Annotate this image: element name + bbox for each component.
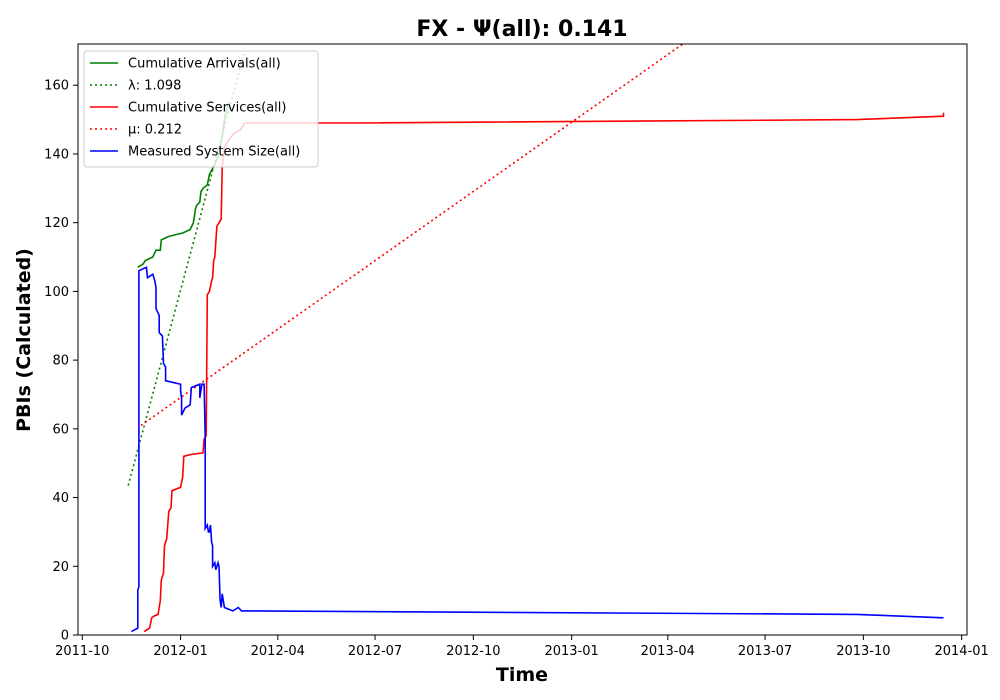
legend-box — [83, 50, 319, 168]
y-tick-label: 160 — [44, 79, 69, 94]
series-line-5 — [131, 266, 944, 633]
x-tick-label: 2011-10 — [55, 644, 109, 659]
y-tick-label: 60 — [52, 422, 69, 437]
plot-frame — [77, 43, 968, 636]
x-tick-label: 2013-10 — [836, 644, 890, 659]
y-tick-label: 40 — [52, 491, 69, 506]
y-axis-label: PBIs (Calculated) — [13, 248, 35, 432]
legend-label: μ: 0.212 — [128, 123, 182, 138]
y-tick-label: 80 — [52, 354, 69, 369]
x-axis-label: Time — [496, 664, 548, 686]
x-tick-label: 2012-01 — [153, 644, 207, 659]
y-axis: 0 20 40 60 80 100 120 140 160 — [44, 79, 78, 644]
legend-label: Cumulative Arrivals(all) — [128, 57, 281, 72]
y-tick-label: 120 — [44, 216, 69, 231]
y-tick-label: 0 — [61, 629, 69, 644]
x-tick-label: 2013-07 — [738, 644, 792, 659]
x-tick-label: 2014-01 — [934, 644, 988, 659]
x-axis: 2011-10 2012-01 2012-04 2012-07 2012-10 2013-… — [55, 635, 989, 659]
legend-label: λ: 1.098 — [128, 79, 181, 94]
legend: Cumulative Arrivals(all) λ: 1.098 Cumulati… — [83, 50, 319, 168]
x-tick-label: 2012-07 — [348, 644, 402, 659]
x-tick-label: 2013-04 — [641, 644, 695, 659]
legend-label: Cumulative Services(all) — [128, 101, 286, 116]
y-tick-label: 20 — [52, 560, 69, 575]
legend-label: Measured System Size(all) — [128, 145, 300, 160]
x-tick-label: 2012-10 — [446, 644, 500, 659]
x-tick-label: 2013-01 — [544, 644, 598, 659]
chart-title: FX - Ψ(all): 0.141 — [416, 17, 627, 42]
y-tick-label: 100 — [44, 285, 69, 300]
x-tick-label: 2012-04 — [251, 644, 305, 659]
series-line-4 — [140, 44, 684, 427]
y-tick-label: 140 — [44, 147, 69, 162]
